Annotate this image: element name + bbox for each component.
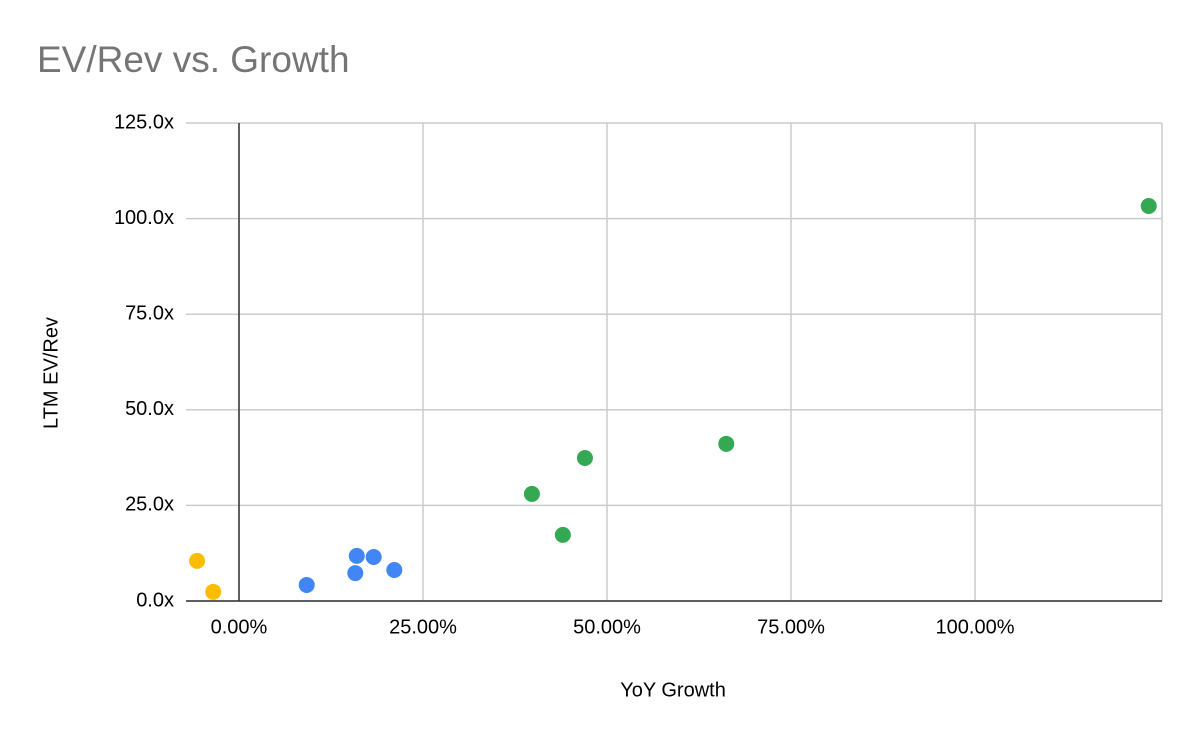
- point: [347, 565, 364, 582]
- x-tick-label: 75.00%: [757, 616, 825, 638]
- x-tick-label: 100.00%: [936, 616, 1015, 638]
- chart-title: EV/Rev vs. Growth: [37, 39, 350, 80]
- point: [718, 435, 735, 452]
- point: [298, 576, 315, 593]
- point: [1140, 197, 1157, 214]
- x-tick-label: 25.00%: [389, 616, 457, 638]
- point: [348, 547, 365, 564]
- y-tick-label: 100.0x: [114, 207, 174, 229]
- y-tick-label: 0.0x: [136, 589, 174, 611]
- y-tick-label: 50.0x: [125, 398, 174, 420]
- y-axis-title: LTM EV/Rev: [40, 317, 62, 429]
- point: [523, 485, 540, 502]
- point: [189, 552, 206, 569]
- point: [205, 583, 222, 600]
- x-axis-title: YoY Growth: [620, 679, 726, 701]
- x-tick-label: 50.00%: [573, 616, 641, 638]
- point: [365, 549, 382, 566]
- point: [386, 562, 403, 579]
- point: [554, 526, 571, 543]
- point: [576, 449, 593, 466]
- y-tick-label: 125.0x: [114, 111, 174, 133]
- y-tick-label: 75.0x: [125, 302, 174, 324]
- x-tick-label: 0.00%: [211, 616, 268, 638]
- y-tick-label: 25.0x: [125, 494, 174, 516]
